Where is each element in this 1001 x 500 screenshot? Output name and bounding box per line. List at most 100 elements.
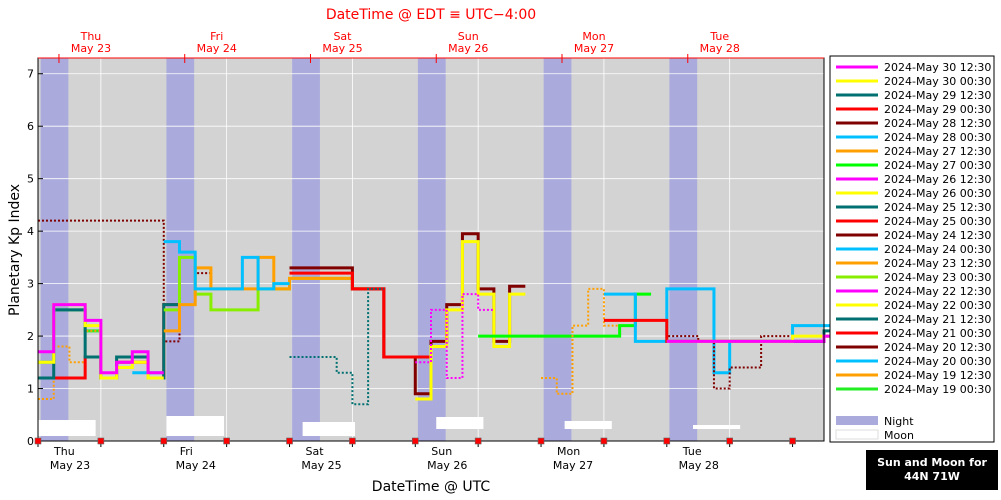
legend-label: 2024-May 20 12:30	[884, 341, 991, 354]
series-lines	[38, 219, 840, 406]
legend-label: 2024-May 30 00:30	[884, 75, 991, 88]
location-badge: Sun and Moon for 44N 71W	[866, 450, 998, 490]
legend-label: 2024-May 20 00:30	[884, 355, 991, 368]
sun-marker	[411, 437, 419, 445]
legend-label: 2024-May 19 12:30	[884, 369, 991, 382]
legend-label: Night	[884, 415, 914, 428]
legend-label: 2024-May 30 12:30	[884, 61, 991, 74]
moon-bars	[38, 416, 741, 436]
sun-marker	[349, 437, 356, 445]
legend-label: 2024-May 23 00:30	[884, 271, 991, 284]
y-tick-label: 4	[27, 225, 34, 238]
top-tick-day: Sat	[333, 30, 352, 43]
series-line	[38, 303, 164, 375]
legend-label: 2024-May 23 12:30	[884, 257, 991, 270]
top-tick-date: May 23	[71, 42, 111, 55]
legend-label: 2024-May 26 00:30	[884, 187, 991, 200]
legend-label: 2024-May 24 00:30	[884, 243, 991, 256]
y-tick-label: 1	[27, 383, 34, 396]
top-tick-date: May 28	[700, 42, 740, 55]
moon-bar	[166, 416, 225, 436]
night-band	[40, 58, 69, 441]
legend-label: 2024-May 22 00:30	[884, 299, 991, 312]
top-tick-date: May 27	[574, 42, 614, 55]
y-tick-label: 7	[27, 68, 34, 81]
x-axis-label: DateTime @ UTC	[372, 479, 491, 495]
series-line	[666, 334, 840, 343]
night-band	[543, 58, 572, 441]
x-tick-date: May 27	[553, 459, 593, 472]
sun-marker	[160, 437, 168, 445]
series-line	[603, 319, 840, 390]
x-tick-day: Tue	[682, 445, 702, 458]
x-tick-date: May 25	[301, 459, 341, 472]
y-tick-label: 0	[27, 435, 34, 448]
sun-marker	[223, 437, 230, 445]
x-tick-day: Fri	[180, 445, 193, 458]
top-tick-day: Sun	[458, 30, 479, 43]
sun-marker	[537, 437, 545, 445]
legend-label: 2024-May 21 00:30	[884, 327, 991, 340]
legend-swatch	[836, 416, 878, 425]
x-tick-date: May 23	[50, 459, 90, 472]
top-tick-day: Thu	[80, 30, 102, 43]
top-tick-day: Mon	[582, 30, 605, 43]
legend-label: 2024-May 27 12:30	[884, 145, 991, 158]
series-line	[603, 287, 840, 375]
legend-label: 2024-May 29 00:30	[884, 103, 991, 116]
x-tick-day: Mon	[557, 445, 580, 458]
sun-marker	[474, 437, 482, 445]
y-tick-label: 5	[27, 173, 34, 186]
y-tick-label: 6	[27, 120, 34, 133]
top-tick-date: May 25	[322, 42, 362, 55]
badge-line-1: Sun and Moon for	[877, 456, 987, 469]
series-line	[289, 287, 384, 406]
legend-swatch	[835, 429, 879, 440]
x-tick-date: May 24	[176, 459, 216, 472]
series-line	[541, 287, 620, 395]
legend-label: 2024-May 28 00:30	[884, 131, 991, 144]
legend-label: 2024-May 25 12:30	[884, 201, 991, 214]
top-tick-date: May 26	[448, 42, 488, 55]
series-line	[163, 240, 290, 291]
legend-label: 2024-May 21 12:30	[884, 313, 991, 326]
legend-label: 2024-May 22 12:30	[884, 285, 991, 298]
sun-marker	[663, 437, 671, 445]
series-line	[415, 293, 494, 380]
x-tick-day: Sun	[431, 445, 452, 458]
night-band	[292, 58, 320, 441]
moon-bar	[436, 417, 484, 429]
top-tick-day: Fri	[210, 30, 223, 43]
sun-marker	[97, 437, 105, 445]
legend-label: 2024-May 19 00:30	[884, 383, 991, 396]
badge-line-2: 44N 71W	[904, 470, 960, 483]
y-axis-label: Planetary Kp Index	[7, 184, 23, 316]
x-tick-date: May 28	[679, 459, 719, 472]
sun-marker	[789, 437, 796, 445]
chart-title: DateTime @ EDT ≡ UTC−4:00	[326, 7, 536, 23]
legend-label: 2024-May 26 12:30	[884, 173, 991, 186]
series-line	[415, 240, 526, 401]
y-axis: 0 1 2 3 4 5 6 7	[27, 68, 43, 448]
legend-label: 2024-May 29 12:30	[884, 89, 991, 102]
moon-bar	[38, 420, 96, 436]
legend-label: 2024-May 25 00:30	[884, 215, 991, 228]
legend-label: 2024-May 24 12:30	[884, 229, 991, 242]
sun-marker	[726, 437, 733, 445]
top-tick-date: May 24	[197, 42, 237, 55]
sun-marker	[286, 437, 293, 445]
y-tick-label: 2	[27, 330, 34, 343]
legend-label: Moon	[884, 429, 914, 442]
night-band	[669, 58, 698, 441]
moon-bar	[564, 421, 612, 429]
x-tick-day: Thu	[53, 445, 75, 458]
legend-label: 2024-May 28 12:30	[884, 117, 991, 130]
y-tick-label: 3	[27, 278, 34, 291]
top-tick-day: Tue	[709, 30, 729, 43]
moon-bar	[302, 422, 356, 436]
sun-marker	[34, 437, 42, 445]
